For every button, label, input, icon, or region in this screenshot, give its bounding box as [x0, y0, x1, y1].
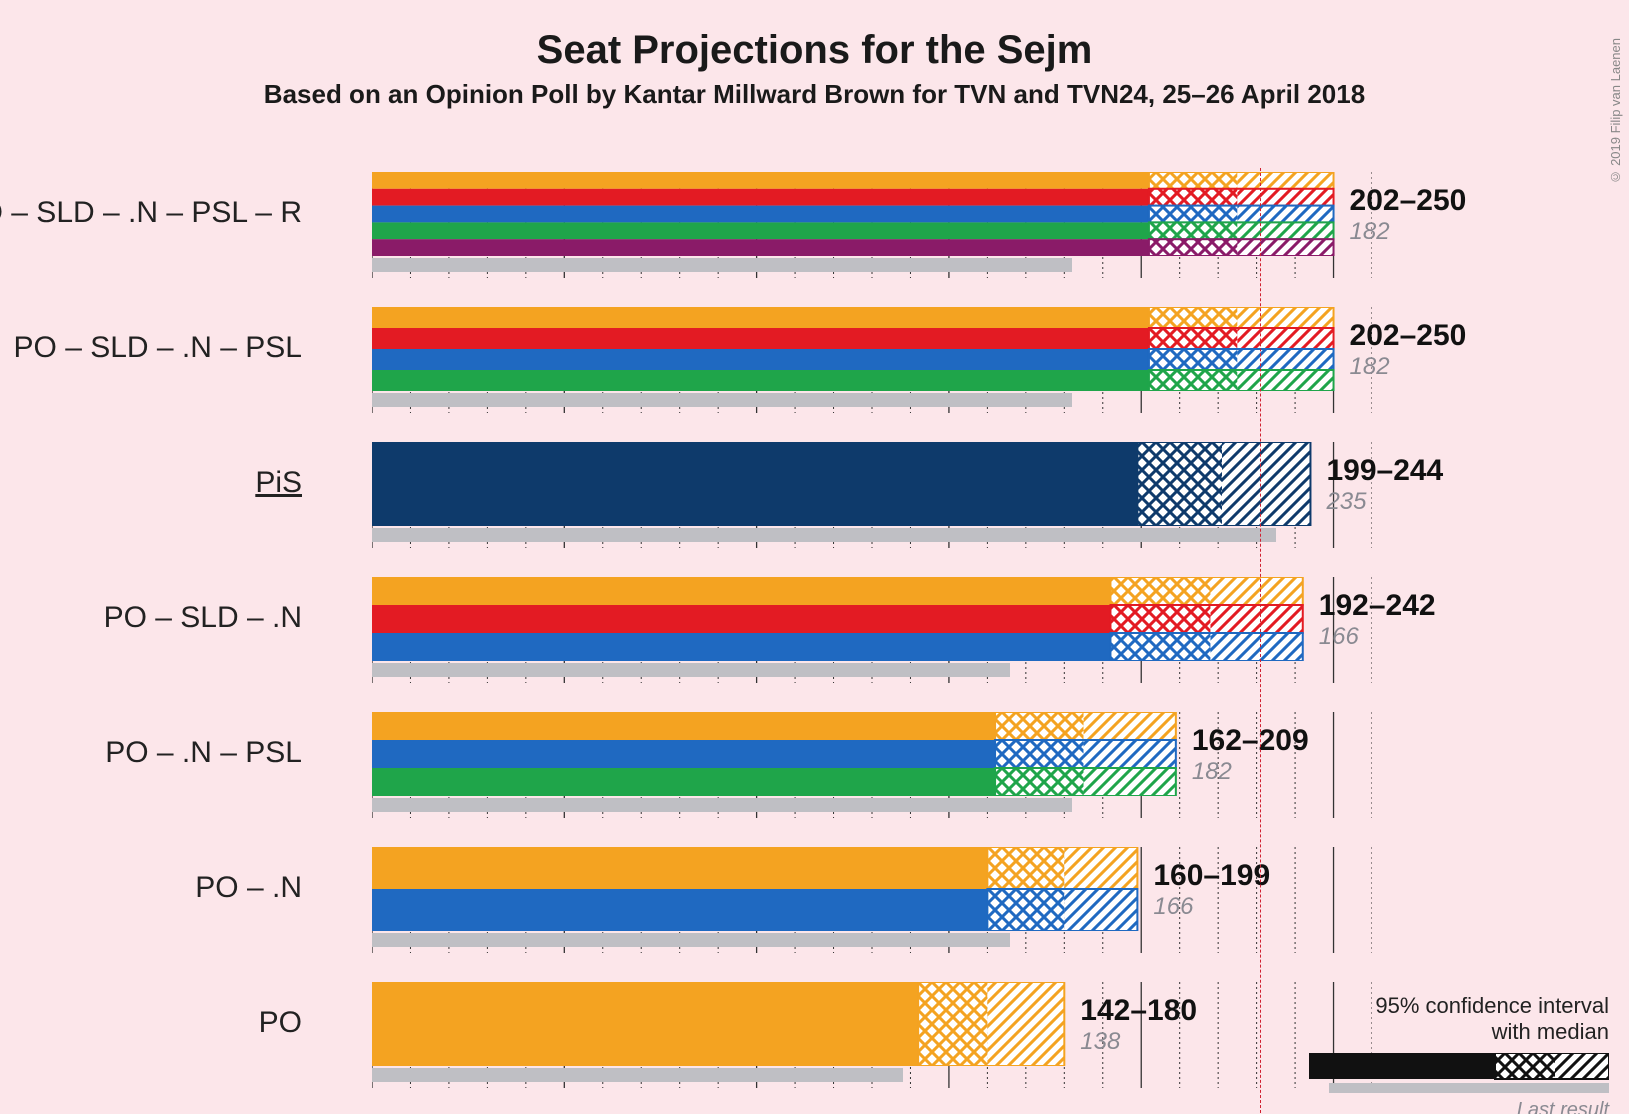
last-result-bar — [372, 258, 1072, 272]
row-label: PiS — [255, 466, 302, 500]
bar-stack — [372, 442, 1312, 526]
range-label: 160–199 — [1153, 859, 1270, 893]
row-label: PO – .N — [195, 871, 302, 905]
legend-line2: with median — [1309, 1019, 1609, 1045]
range-label: 202–250 — [1350, 319, 1467, 353]
chart-row: PO – .N – PSL 162–209 182 — [372, 708, 1572, 843]
legend: 95% confidence interval with median Last… — [1309, 993, 1609, 1114]
chart-subtitle: Based on an Opinion Poll by Kantar Millw… — [0, 79, 1629, 110]
row-label: PO – SLD – .N — [104, 601, 302, 635]
bar-stack — [372, 172, 1336, 256]
legend-last-result: Last result — [1309, 1099, 1609, 1114]
legend-line1: 95% confidence interval — [1309, 993, 1609, 1019]
last-result-bar — [372, 528, 1276, 542]
range-label: 162–209 — [1192, 724, 1309, 758]
bar-stack — [372, 712, 1178, 796]
range-label: 192–242 — [1319, 589, 1436, 623]
last-result-bar — [372, 933, 1010, 947]
previous-label: 166 — [1153, 893, 1193, 921]
bar-stack — [372, 982, 1066, 1066]
previous-label: 182 — [1192, 758, 1232, 786]
previous-label: 166 — [1319, 623, 1359, 651]
previous-label: 235 — [1326, 488, 1366, 516]
range-label: 199–244 — [1326, 454, 1443, 488]
chart-title: Seat Projections for the Sejm — [0, 28, 1629, 73]
row-label: PO — [259, 1006, 302, 1040]
row-label: PO – SLD – .N – PSL — [14, 331, 302, 365]
previous-label: 138 — [1080, 1028, 1120, 1056]
chart-row: PiS 199–244 235 — [372, 438, 1572, 573]
chart-row: PO – SLD – .N 192–242 166 — [372, 573, 1572, 708]
bar-stack — [372, 577, 1305, 661]
last-result-bar — [372, 798, 1072, 812]
copyright-text: © 2019 Filip van Laenen — [1608, 38, 1623, 185]
chart-row: PO – SLD – .N – PSL – R 202–250 182 — [372, 168, 1572, 303]
previous-label: 182 — [1350, 218, 1390, 246]
chart-area: PO – SLD – .N – PSL – R 202–250 182 PO –… — [372, 168, 1572, 1114]
previous-label: 182 — [1350, 353, 1390, 381]
last-result-bar — [372, 393, 1072, 407]
chart-row: PO – SLD – .N – PSL 202–250 182 — [372, 303, 1572, 438]
bar-stack — [372, 307, 1336, 391]
last-result-bar — [372, 663, 1010, 677]
row-label: PO – SLD – .N – PSL – R — [0, 196, 302, 230]
range-label: 142–180 — [1080, 994, 1197, 1028]
row-label: PO – .N – PSL — [105, 736, 302, 770]
chart-row: PO – .N 160–199 166 — [372, 843, 1572, 978]
range-label: 202–250 — [1350, 184, 1467, 218]
last-result-bar — [372, 1068, 903, 1082]
majority-line — [1260, 168, 1261, 1114]
bar-stack — [372, 847, 1139, 931]
legend-bar — [1309, 1053, 1609, 1083]
